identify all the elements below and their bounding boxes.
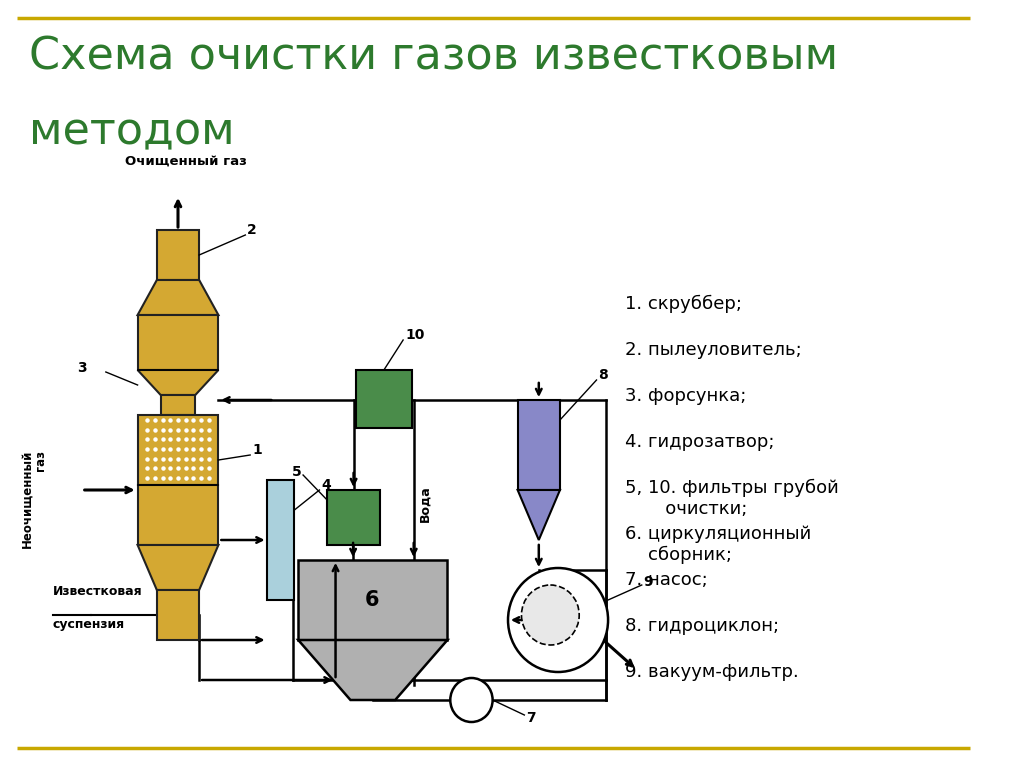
Text: 3: 3 <box>77 361 87 375</box>
Bar <box>298 560 447 640</box>
Text: 7. насос;: 7. насос; <box>626 571 709 589</box>
Text: 9. вакуум-фильтр.: 9. вакуум-фильтр. <box>626 663 799 681</box>
Text: Неочищенный: Неочищенный <box>20 450 34 548</box>
Text: суспензия: суспензия <box>53 618 125 631</box>
Text: 1. скруббер;: 1. скруббер; <box>626 295 742 313</box>
Bar <box>137 485 218 545</box>
Bar <box>267 480 295 600</box>
Text: Схема очистки газов известковым: Схема очистки газов известковым <box>29 35 838 78</box>
Text: Известковая: Известковая <box>53 585 142 598</box>
Circle shape <box>508 568 608 672</box>
Text: 9: 9 <box>644 575 653 589</box>
Text: 10: 10 <box>406 328 424 342</box>
Bar <box>137 315 218 370</box>
Text: 4. гидрозатвор;: 4. гидрозатвор; <box>626 433 775 451</box>
Text: Очищенный газ: Очищенный газ <box>125 155 247 168</box>
Text: 8: 8 <box>598 368 608 382</box>
Text: 5, 10. фильтры грубой
       очистки;: 5, 10. фильтры грубой очистки; <box>626 479 839 518</box>
Bar <box>137 415 218 485</box>
Polygon shape <box>137 370 218 395</box>
Polygon shape <box>137 280 218 315</box>
Text: 1: 1 <box>252 443 262 457</box>
Text: 2. пылеуловитель;: 2. пылеуловитель; <box>626 341 802 359</box>
Text: 6. циркуляционный
    сборник;: 6. циркуляционный сборник; <box>626 525 812 564</box>
Text: 7: 7 <box>526 711 536 725</box>
Circle shape <box>521 585 580 645</box>
Text: методом: методом <box>29 110 234 153</box>
Text: 2: 2 <box>247 223 257 237</box>
Polygon shape <box>298 640 447 700</box>
Bar <box>157 230 199 280</box>
Text: 4: 4 <box>322 478 331 492</box>
Text: 5: 5 <box>292 465 301 479</box>
Bar <box>356 370 412 428</box>
Circle shape <box>451 678 493 722</box>
Bar <box>157 590 199 640</box>
Bar <box>161 395 196 415</box>
Text: 6: 6 <box>366 590 380 610</box>
Polygon shape <box>137 545 218 590</box>
Text: 8. гидроциклон;: 8. гидроциклон; <box>626 617 779 635</box>
Text: Вода: Вода <box>419 485 431 521</box>
Bar <box>327 490 380 545</box>
Text: 3. форсунка;: 3. форсунка; <box>626 387 746 405</box>
Polygon shape <box>517 490 560 540</box>
Text: газ: газ <box>34 450 47 471</box>
Bar <box>517 400 560 490</box>
